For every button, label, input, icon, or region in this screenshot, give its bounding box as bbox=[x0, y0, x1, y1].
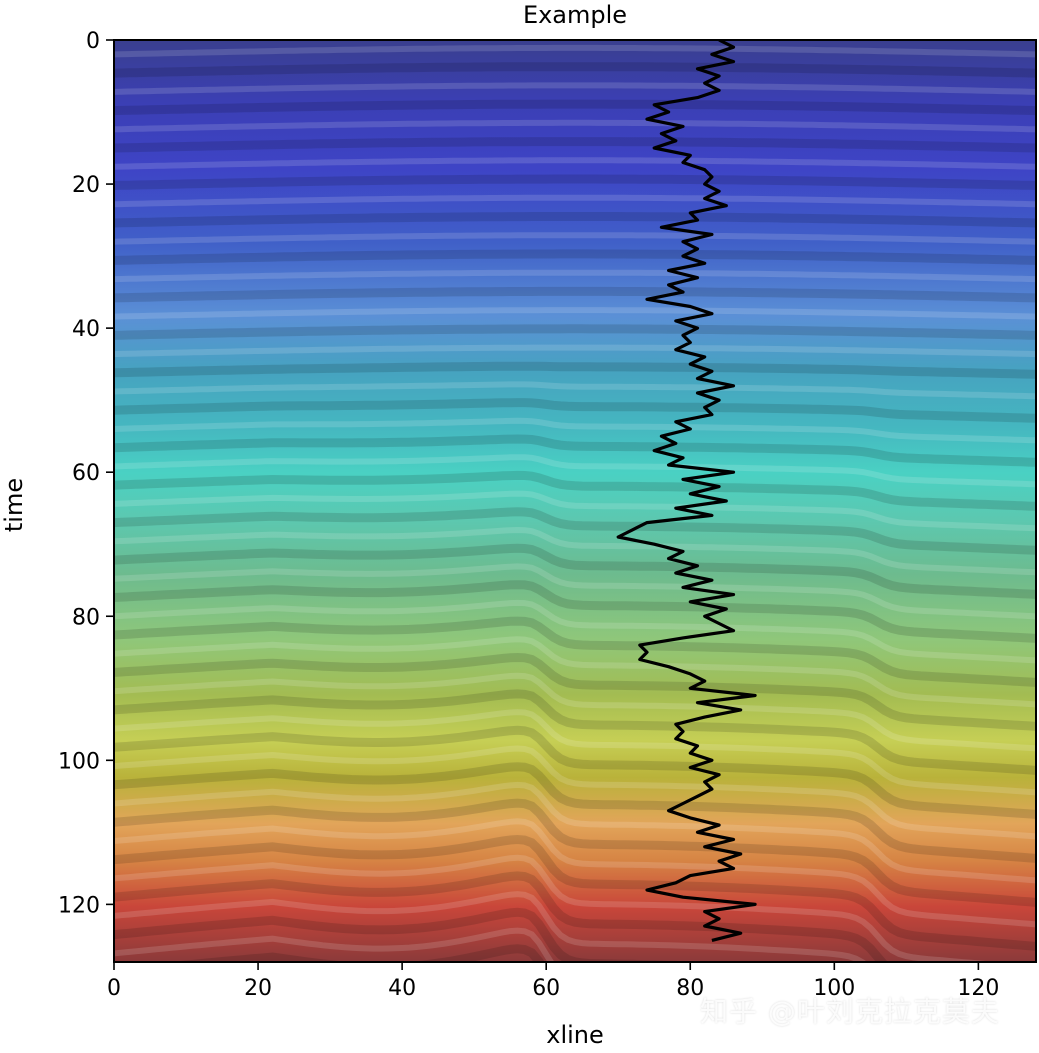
reflector-band bbox=[114, 454, 1036, 488]
plot-frame bbox=[113, 39, 1037, 963]
reflector-band bbox=[114, 599, 1036, 664]
reflector-band bbox=[114, 834, 1036, 951]
reflector-band bbox=[114, 137, 1036, 153]
x-axis-ticks: 0 20 40 60 80 100 120 bbox=[107, 962, 999, 1001]
reflector-band bbox=[114, 616, 1036, 687]
reflector-band bbox=[114, 854, 997, 962]
reflector-band bbox=[114, 307, 1036, 320]
reflector-band bbox=[114, 891, 867, 962]
reflector-band bbox=[114, 434, 1036, 467]
reflector-band bbox=[114, 563, 1036, 620]
reflector-band bbox=[114, 44, 1036, 58]
reflector-band bbox=[114, 689, 1036, 775]
reflector-band bbox=[114, 927, 555, 962]
reflector-band bbox=[114, 543, 1036, 599]
reflector-band bbox=[114, 361, 1036, 379]
reflector-band bbox=[114, 381, 1036, 400]
reflector-band bbox=[114, 157, 1036, 170]
reflector-band bbox=[114, 324, 1036, 340]
reflector-band bbox=[114, 490, 1036, 532]
reflector-band bbox=[114, 99, 1036, 116]
reflector-band bbox=[114, 82, 1036, 95]
reflector-band bbox=[114, 398, 1036, 423]
y-tick-label: 120 bbox=[58, 893, 100, 918]
reflector-band bbox=[114, 62, 1036, 78]
reflector-band bbox=[114, 232, 1036, 245]
y-tick-label: 80 bbox=[72, 605, 100, 630]
reflector-band bbox=[114, 871, 888, 962]
x-tick-label: 60 bbox=[532, 976, 560, 1001]
reflector-band bbox=[114, 194, 1036, 208]
reflector-band bbox=[114, 269, 1036, 283]
x-tick-label: 120 bbox=[957, 976, 999, 1001]
reflector-band bbox=[114, 818, 1036, 928]
seismic-reflectors bbox=[114, 44, 1036, 962]
reflector-band bbox=[114, 762, 1036, 863]
reflector-band bbox=[114, 249, 1036, 265]
x-tick-label: 100 bbox=[813, 976, 855, 1001]
reflector-band bbox=[114, 174, 1036, 190]
y-tick-label: 100 bbox=[58, 749, 100, 774]
reflector-band bbox=[114, 798, 1036, 907]
y-tick-label: 60 bbox=[72, 461, 100, 486]
x-tick-label: 20 bbox=[244, 976, 272, 1001]
reflector-band bbox=[114, 709, 1036, 796]
reflector-band bbox=[114, 526, 1036, 576]
y-tick-label: 20 bbox=[72, 173, 100, 198]
y-tick-label: 40 bbox=[72, 317, 100, 342]
reflector-band bbox=[114, 417, 1036, 444]
reflector-band bbox=[114, 636, 1036, 708]
reflector-band bbox=[114, 781, 1036, 884]
reflector-band bbox=[114, 652, 1036, 731]
well-log-trace bbox=[616, 40, 757, 942]
reflector-band bbox=[114, 344, 1036, 358]
watermark: 知乎 @叶刘克拉克莫夫 bbox=[700, 995, 1000, 1028]
y-axis-title: time bbox=[0, 478, 28, 532]
reflector-band bbox=[114, 745, 1036, 840]
colormap-background bbox=[114, 40, 1036, 962]
reflector-band bbox=[114, 725, 1036, 819]
chart-title: Example bbox=[523, 1, 627, 29]
x-tick-label: 0 bbox=[107, 976, 121, 1001]
reflector-band bbox=[114, 119, 1036, 133]
reflector-band bbox=[170, 944, 545, 962]
y-tick-label: 0 bbox=[86, 29, 100, 54]
reflector-band bbox=[114, 672, 1036, 752]
y-axis-ticks: 0 20 40 60 80 100 120 bbox=[58, 29, 114, 918]
x-tick-label: 40 bbox=[388, 976, 416, 1001]
reflector-band bbox=[114, 286, 1036, 303]
x-tick-label: 80 bbox=[676, 976, 704, 1001]
x-axis-title: xline bbox=[546, 1021, 604, 1049]
reflector-band bbox=[114, 580, 1036, 643]
reflector-band bbox=[114, 470, 1036, 511]
reflector-band bbox=[114, 212, 1036, 228]
reflector-band bbox=[114, 507, 1036, 555]
